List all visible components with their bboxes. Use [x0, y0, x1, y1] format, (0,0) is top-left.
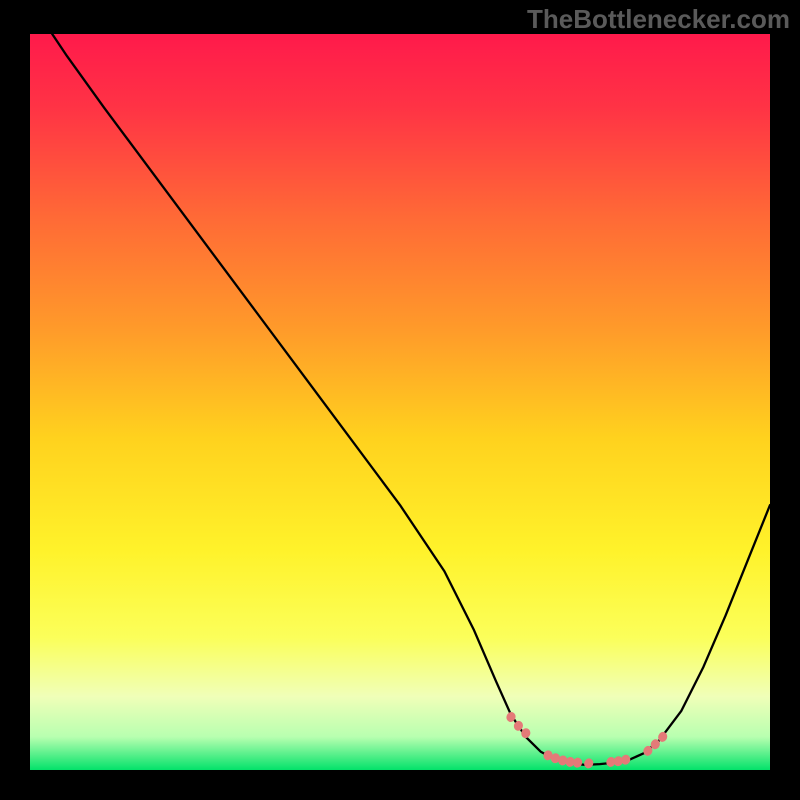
watermark: TheBottlenecker.com — [527, 4, 790, 35]
plot-svg — [30, 34, 770, 770]
plot-area — [30, 34, 770, 770]
gradient-background — [30, 34, 770, 770]
